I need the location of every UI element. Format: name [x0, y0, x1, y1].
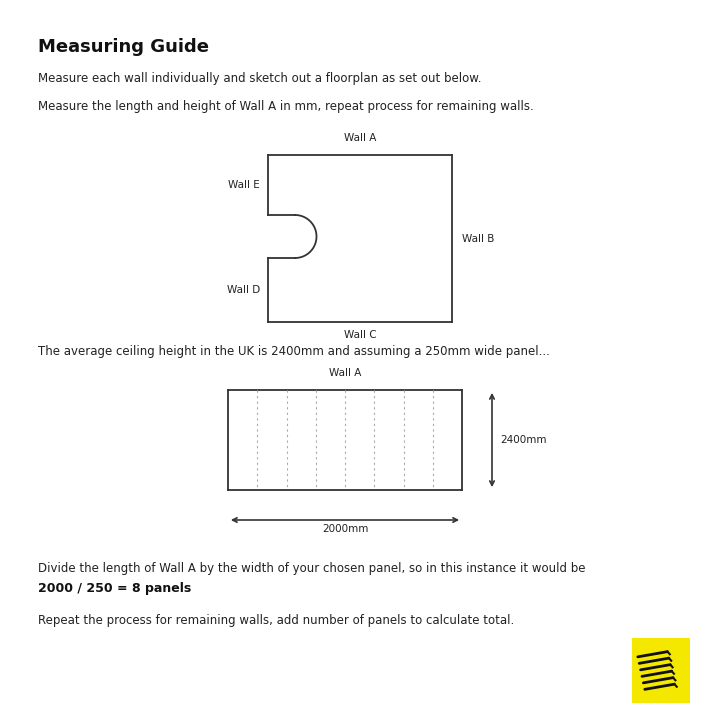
Text: Measuring Guide: Measuring Guide	[38, 38, 209, 56]
Text: Wall A: Wall A	[329, 368, 361, 378]
Text: The average ceiling height in the UK is 2400mm and assuming a 250mm wide panel..: The average ceiling height in the UK is …	[38, 345, 550, 358]
Text: 2000 / 250 = 8 panels: 2000 / 250 = 8 panels	[38, 582, 192, 595]
Text: 2000mm: 2000mm	[322, 524, 368, 534]
Text: Wall E: Wall E	[228, 180, 260, 190]
Text: Divide the length of Wall A by the width of your chosen panel, so in this instan: Divide the length of Wall A by the width…	[38, 562, 585, 575]
Text: Wall D: Wall D	[227, 285, 260, 295]
Text: Repeat the process for remaining walls, add number of panels to calculate total.: Repeat the process for remaining walls, …	[38, 614, 514, 627]
Text: Wall B: Wall B	[462, 233, 495, 243]
Text: Wall A: Wall A	[344, 133, 376, 143]
Bar	[632, 638, 690, 703]
Text: Measure each wall individually and sketch out a floorplan as set out below.: Measure each wall individually and sketc…	[38, 72, 482, 85]
Text: Wall C: Wall C	[343, 330, 377, 340]
Text: Measure the length and height of Wall A in mm, repeat process for remaining wall: Measure the length and height of Wall A …	[38, 100, 534, 113]
Text: 2400mm: 2400mm	[500, 435, 546, 445]
